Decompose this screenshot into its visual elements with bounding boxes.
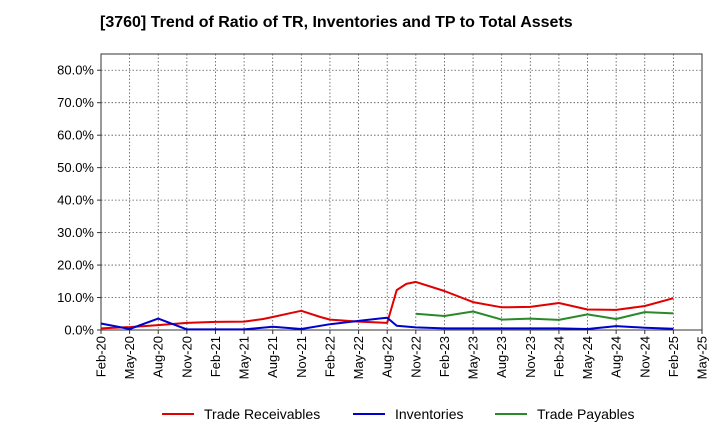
legend-label: Trade Receivables xyxy=(204,406,320,422)
y-tick-label: 10.0% xyxy=(57,290,94,305)
y-tick-label: 70.0% xyxy=(57,95,94,110)
axis-layer: 0.0% 10.0% 20.0% 30.0% 40.0% 50.0% 60.0% 70.0% 8… xyxy=(57,53,710,379)
y-tick-label: 50.0% xyxy=(57,160,94,175)
x-tick-label: Aug-23 xyxy=(494,336,509,378)
chart-title: [3760] Trend of Ratio of TR, Inventories… xyxy=(100,14,573,31)
x-tick-label: Aug-21 xyxy=(265,336,280,378)
x-tick-label: Feb-25 xyxy=(666,336,681,377)
x-tick-label: Aug-24 xyxy=(609,336,624,378)
plot-frame xyxy=(100,53,703,331)
grid-layer xyxy=(100,54,703,331)
x-tick-label: Nov-23 xyxy=(523,336,538,378)
x-tick-label: May-23 xyxy=(466,336,481,379)
x-tick-label: Feb-20 xyxy=(94,336,109,377)
x-tick-label: Feb-22 xyxy=(322,336,337,377)
series-line-0 xyxy=(100,280,674,330)
x-tick-label: May-25 xyxy=(695,336,710,379)
x-tick-label: May-22 xyxy=(351,336,366,379)
y-tick-label: 80.0% xyxy=(57,63,94,78)
x-tick-label: Aug-20 xyxy=(151,336,166,378)
x-tick-label: Nov-22 xyxy=(408,336,423,378)
y-tick-label: 40.0% xyxy=(57,193,94,208)
x-tick-label: Feb-24 xyxy=(551,336,566,377)
legend: Trade Receivables Inventories Trade Payabl… xyxy=(162,406,635,422)
x-tick-label: Nov-24 xyxy=(637,336,652,378)
series-line-1 xyxy=(100,316,674,331)
legend-label: Trade Payables xyxy=(537,406,635,422)
x-tick-label: May-20 xyxy=(122,336,137,379)
x-tick-label: Feb-21 xyxy=(208,336,223,377)
x-tick-label: Nov-21 xyxy=(294,336,309,378)
x-tick-label: Nov-20 xyxy=(179,336,194,378)
y-tick-label: 0.0% xyxy=(64,323,94,338)
series-line-2 xyxy=(415,310,674,321)
series-layer xyxy=(100,280,674,331)
y-tick-label: 30.0% xyxy=(57,225,94,240)
x-tick-label: Feb-23 xyxy=(437,336,452,377)
legend-label: Inventories xyxy=(395,406,463,422)
x-tick-label: Aug-22 xyxy=(380,336,395,378)
x-tick-label: May-24 xyxy=(580,336,595,379)
y-tick-label: 20.0% xyxy=(57,258,94,273)
x-tick-label: May-21 xyxy=(237,336,252,379)
y-tick-label: 60.0% xyxy=(57,128,94,143)
